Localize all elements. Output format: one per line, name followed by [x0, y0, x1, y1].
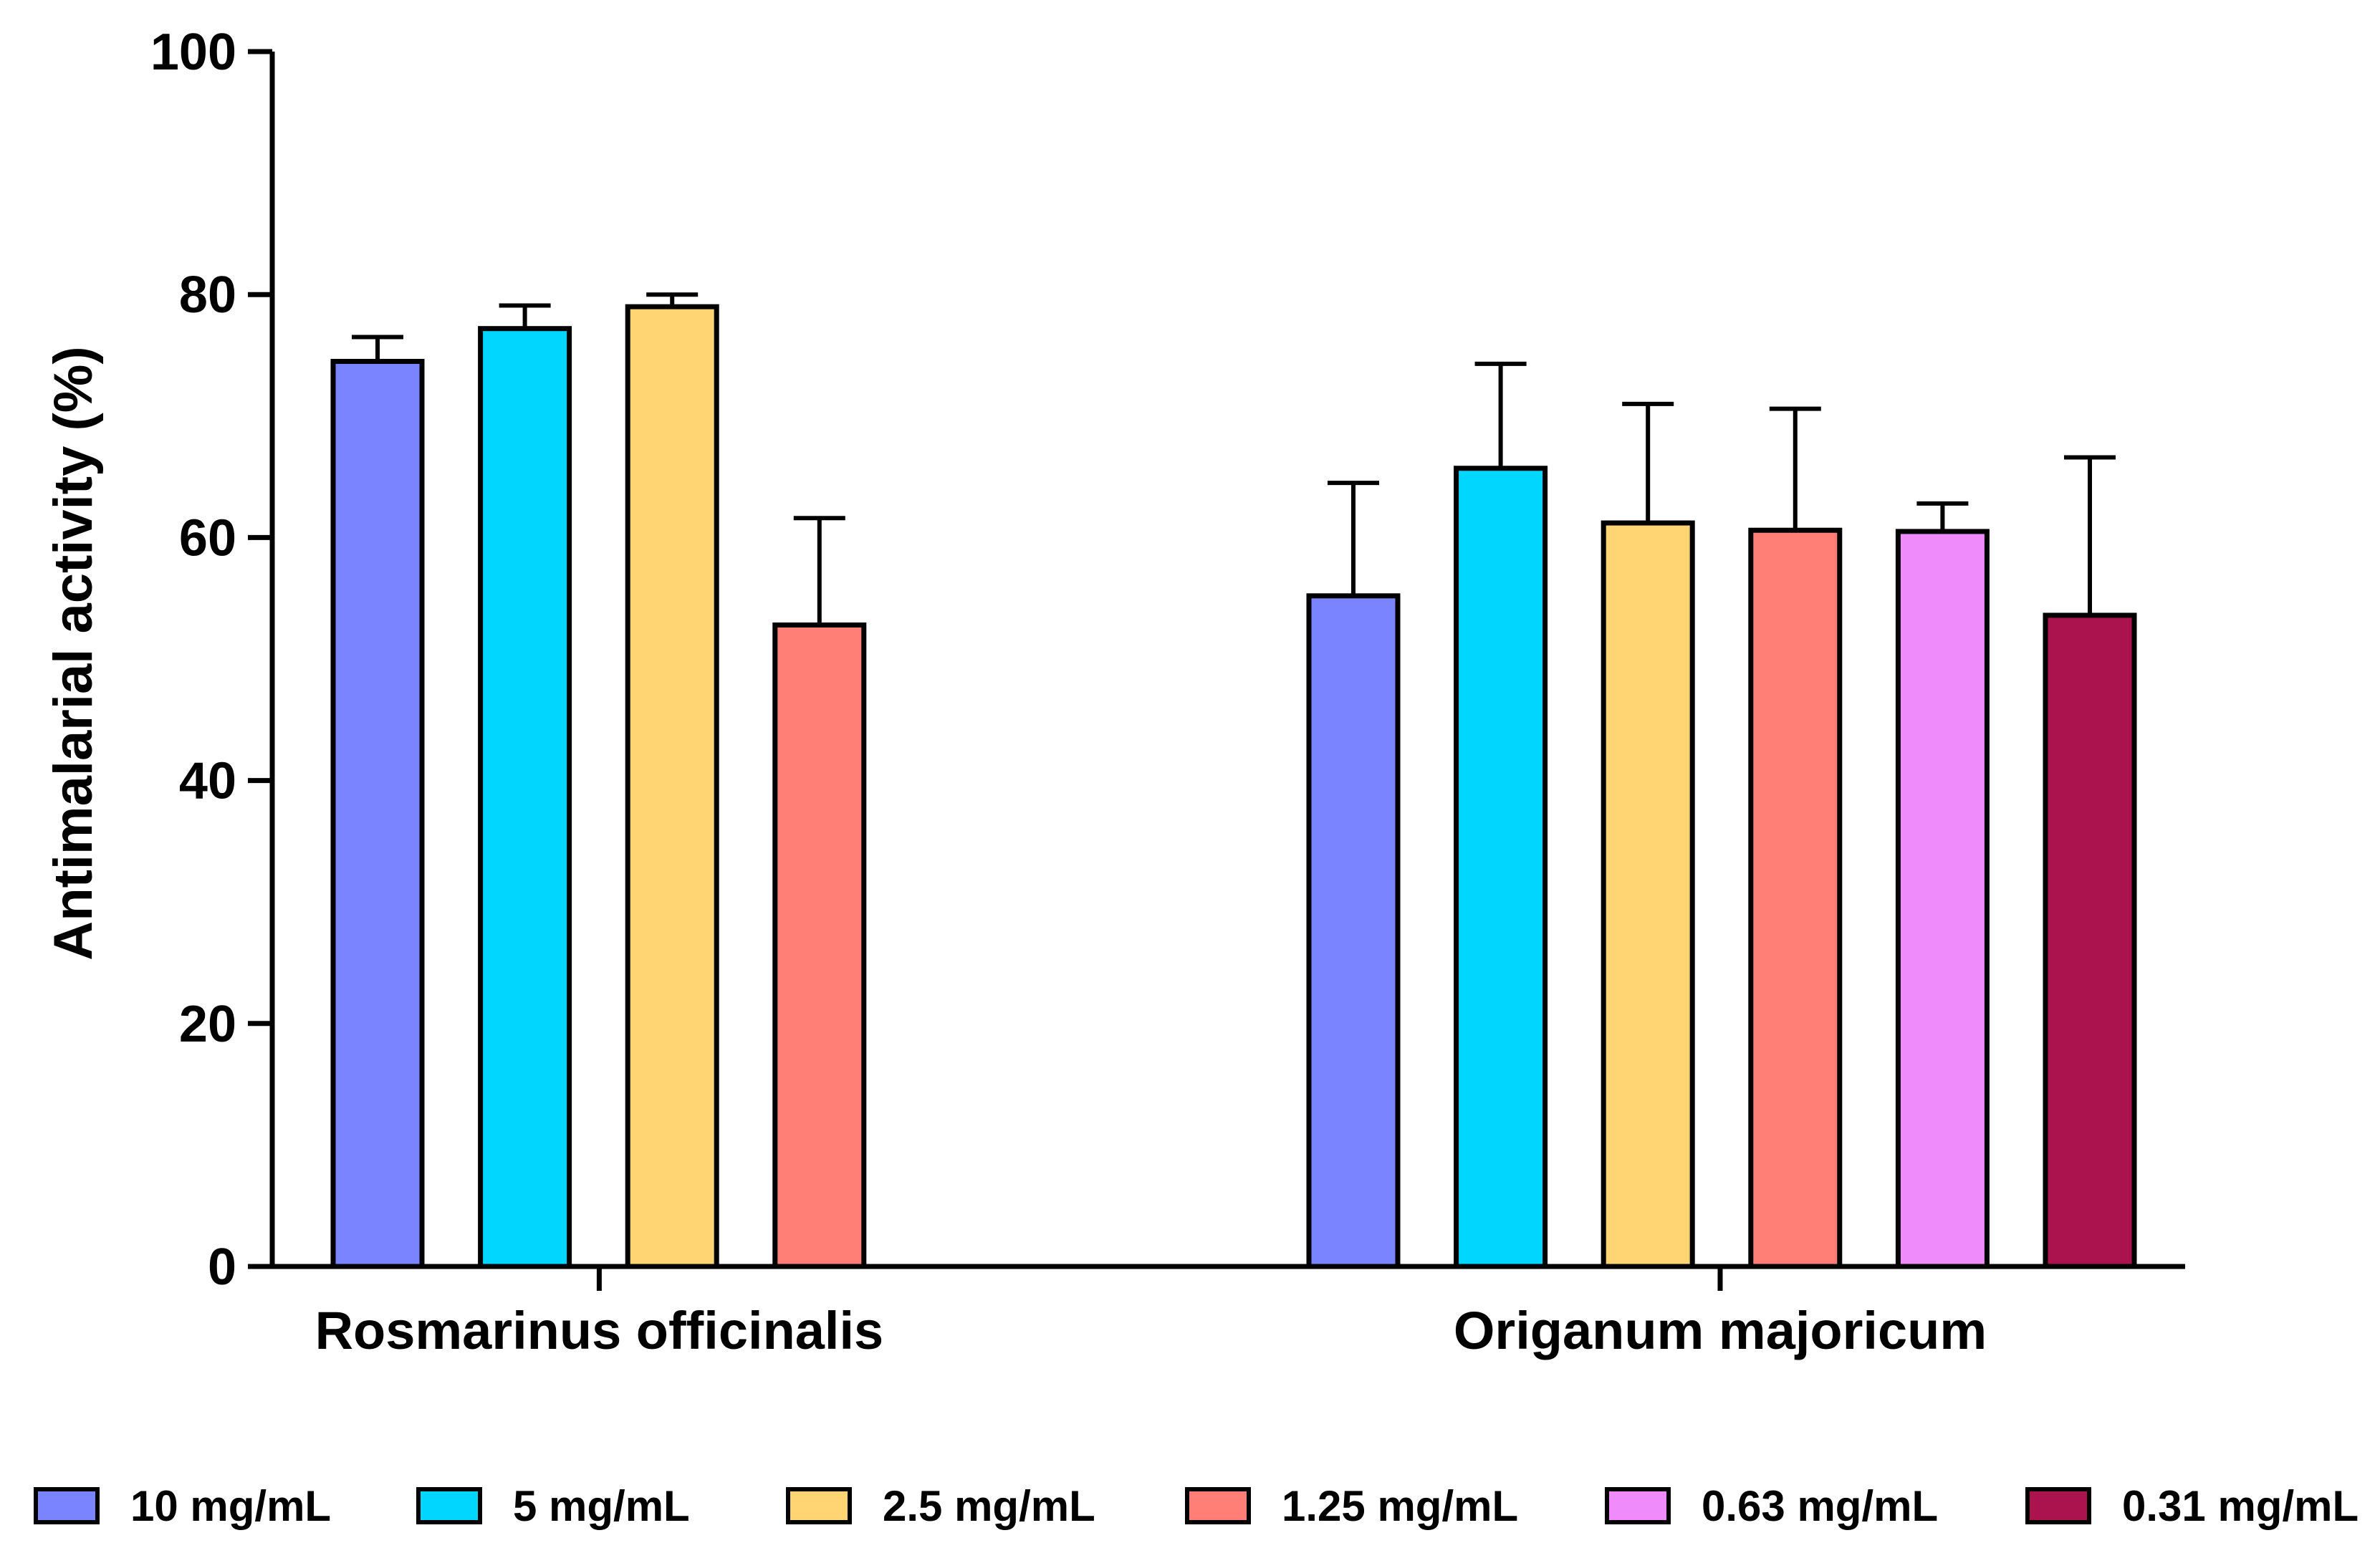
bar — [2043, 612, 2137, 1269]
y-tick-label: 0 — [208, 1239, 236, 1296]
y-tick-label: 40 — [179, 753, 236, 810]
legend-swatch — [416, 1487, 482, 1524]
legend-label: 0.63 mg/mL — [1702, 1482, 1938, 1530]
y-axis-ticks: 0 20 40 60 80 100 — [150, 24, 272, 1296]
bar — [1454, 466, 1548, 1269]
legend-label: 0.31 mg/mL — [2122, 1482, 2359, 1530]
y-tick-label: 20 — [179, 996, 236, 1053]
axes — [269, 52, 2185, 1291]
y-tick-label: 100 — [150, 24, 236, 81]
x-category-label: Origanum majoricum — [1454, 1301, 1987, 1360]
legend-label: 1.25 mg/mL — [1282, 1482, 1518, 1530]
x-category-label: Rosmarinus officinalis — [315, 1301, 884, 1360]
y-tick-label: 80 — [179, 266, 236, 324]
legend-label: 2.5 mg/mL — [883, 1482, 1095, 1530]
bar — [772, 622, 867, 1269]
legend-swatch — [2025, 1487, 2091, 1524]
legend-label: 10 mg/mL — [130, 1482, 331, 1530]
legend-swatch — [786, 1487, 852, 1524]
bar — [1306, 593, 1401, 1269]
bar — [1895, 529, 1990, 1269]
error-bars — [352, 292, 2116, 625]
bar — [478, 326, 572, 1269]
legend-swatch — [1185, 1487, 1251, 1524]
bar — [625, 304, 719, 1269]
legend: 10 mg/mL 5 mg/mL 2.5 mg/mL 1.25 mg/mL 0.63 m… — [34, 1482, 2359, 1530]
bar — [1601, 520, 1695, 1269]
bar — [1748, 527, 1843, 1269]
legend-swatch — [1605, 1487, 1671, 1524]
y-axis-title: Antimalarial activity (%) — [43, 346, 104, 960]
x-category-labels: Rosmarinus officinalis Origanum majoricum — [315, 1301, 1987, 1360]
legend-label: 5 mg/mL — [513, 1482, 690, 1530]
bars — [330, 304, 2137, 1269]
legend-swatch — [34, 1487, 100, 1524]
bar — [330, 358, 425, 1269]
y-tick-label: 60 — [179, 509, 236, 567]
